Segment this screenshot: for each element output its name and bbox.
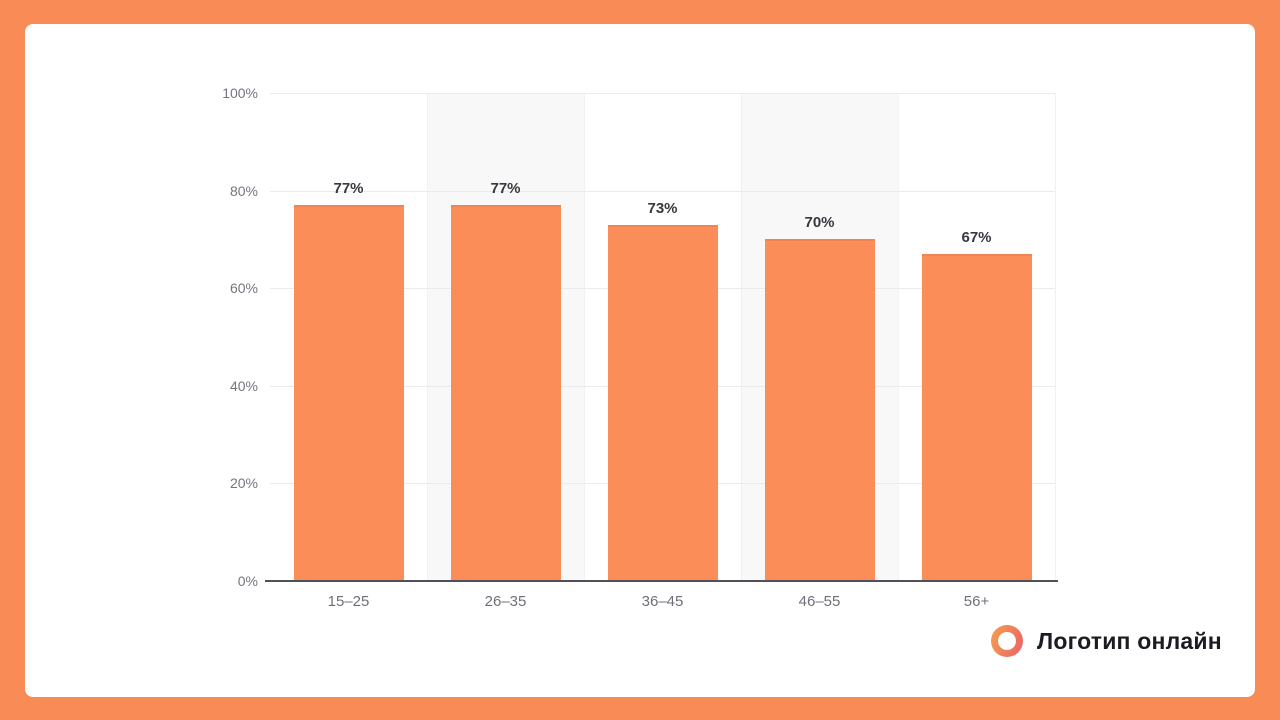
content-card: 0% 20% 40% 60% 80% 100% 77% 15–25 77% 26–35 73% 36–… (25, 24, 1255, 697)
x-axis-tick-label: 26–35 (484, 593, 527, 610)
bar (921, 254, 1032, 581)
y-axis-tick-label: 20% (229, 475, 258, 492)
logo-ring-icon (991, 625, 1023, 657)
logo-text: Логотип онлайн (1037, 627, 1222, 654)
bar (450, 205, 561, 581)
bar (293, 205, 404, 581)
h-gridline (270, 190, 1055, 192)
bar-value-label: 77% (333, 180, 364, 198)
x-axis-tick-label: 15–25 (327, 593, 370, 610)
bar-chart-plot-area: 0% 20% 40% 60% 80% 100% 77% 15–25 77% 26–35 73% 36–… (222, 85, 1058, 610)
x-axis-tick-label: 36–45 (641, 593, 684, 610)
bar-value-label: 77% (490, 180, 521, 198)
bar-value-label: 73% (647, 199, 678, 217)
v-gridline (1055, 93, 1056, 581)
h-gridline (270, 93, 1055, 94)
v-gridline (741, 93, 742, 581)
bar (764, 239, 875, 581)
y-axis-tick-label: 0% (237, 573, 258, 589)
y-axis-tick-label: 40% (229, 377, 258, 394)
v-gridline (584, 93, 585, 581)
y-axis-tick-label: 80% (229, 182, 258, 199)
x-axis-line (265, 580, 1058, 582)
x-axis-tick-label: 56+ (963, 593, 990, 610)
y-axis-tick-label: 60% (229, 280, 258, 297)
bar-value-label: 67% (961, 229, 992, 246)
x-axis-tick-label: 46–55 (798, 593, 841, 610)
y-axis-tick-label: 100% (222, 85, 258, 101)
v-gridline (427, 93, 428, 581)
bar-value-label: 70% (804, 214, 835, 232)
logo: Логотип онлайн (991, 623, 1222, 659)
v-gridline (898, 93, 899, 581)
bar (607, 224, 718, 581)
